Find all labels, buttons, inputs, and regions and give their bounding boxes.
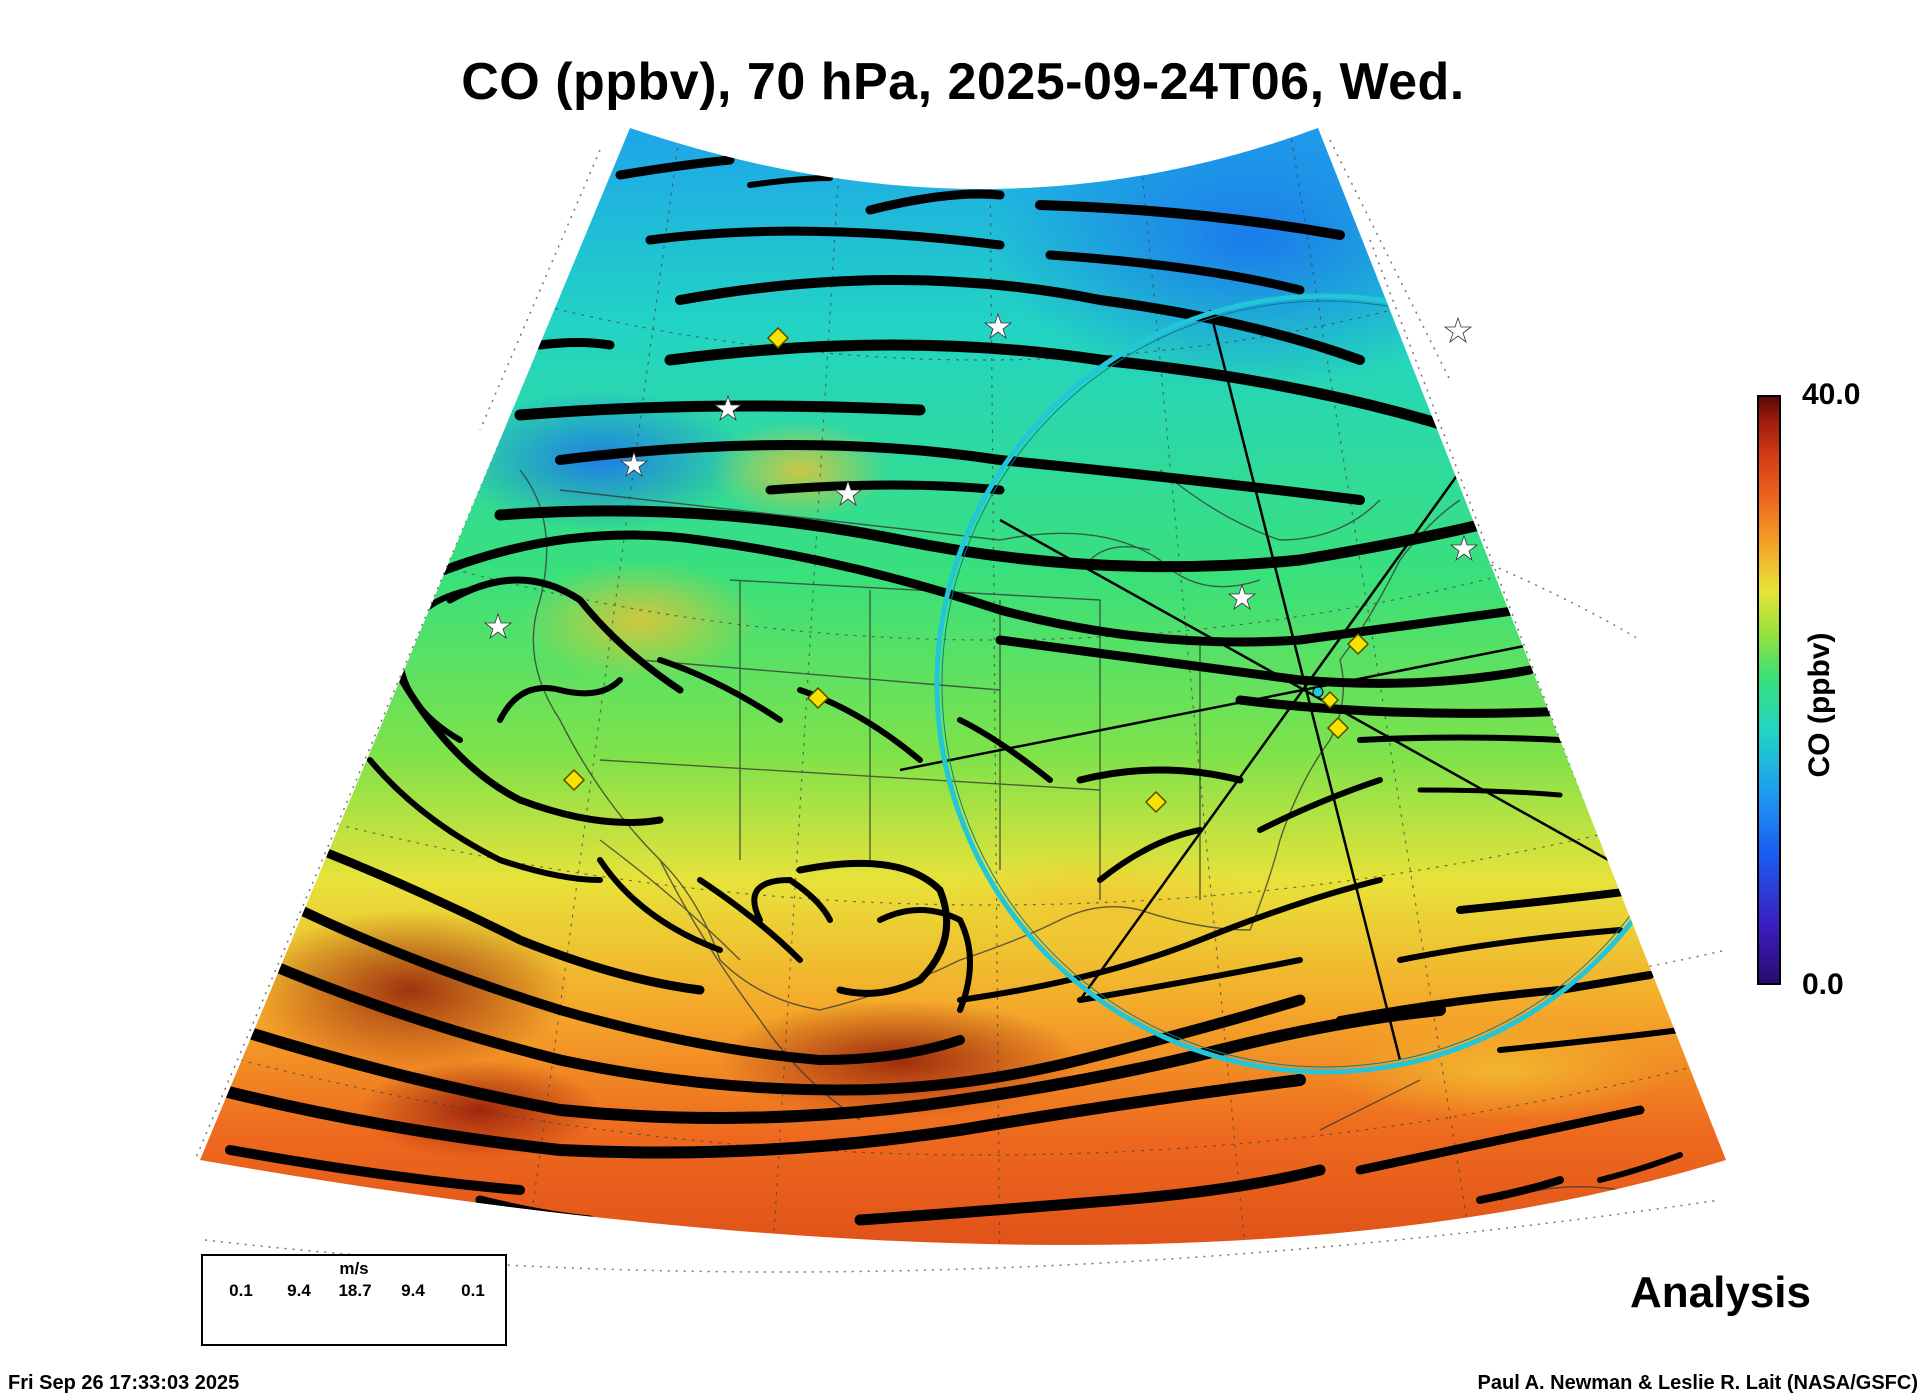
- footer-credit: Paul A. Newman & Leslie R. Lait (NASA/GS…: [1477, 1372, 1918, 1394]
- wind-legend-tick: 0.1: [461, 1281, 485, 1300]
- wind-streamlines: [214, 155, 1683, 1240]
- wind-legend-tick: 18.7: [338, 1281, 372, 1300]
- map-title: CO (ppbv), 70 hPa, 2025-09-24T06, Wed.: [461, 53, 1465, 111]
- colorbar-min-label: 0.0: [1802, 968, 1844, 1001]
- wind-legend-tick: 0.1: [229, 1281, 253, 1300]
- wind-legend-units: m/s: [339, 1259, 369, 1278]
- center-marker: [1312, 686, 1324, 698]
- wind-legend-tick: 9.4: [287, 1281, 311, 1300]
- colorbar: [1757, 395, 1781, 985]
- colorbar-max-label: 40.0: [1802, 378, 1861, 411]
- colorbar-title: CO (ppbv): [1803, 632, 1836, 778]
- co-field: [200, 128, 1726, 1245]
- station-stars: [483, 312, 1479, 640]
- footer-timestamp: Fri Sep 26 17:33:03 2025: [8, 1372, 240, 1394]
- site-diamonds: [562, 326, 1370, 814]
- wind-legend-tick: 9.4: [401, 1281, 425, 1300]
- wind-legend: m/s 0.1 9.4 18.7 9.4 0.1: [201, 1254, 507, 1346]
- stage-label: Analysis: [1630, 1268, 1811, 1317]
- map-boundaries: [519, 469, 1621, 1201]
